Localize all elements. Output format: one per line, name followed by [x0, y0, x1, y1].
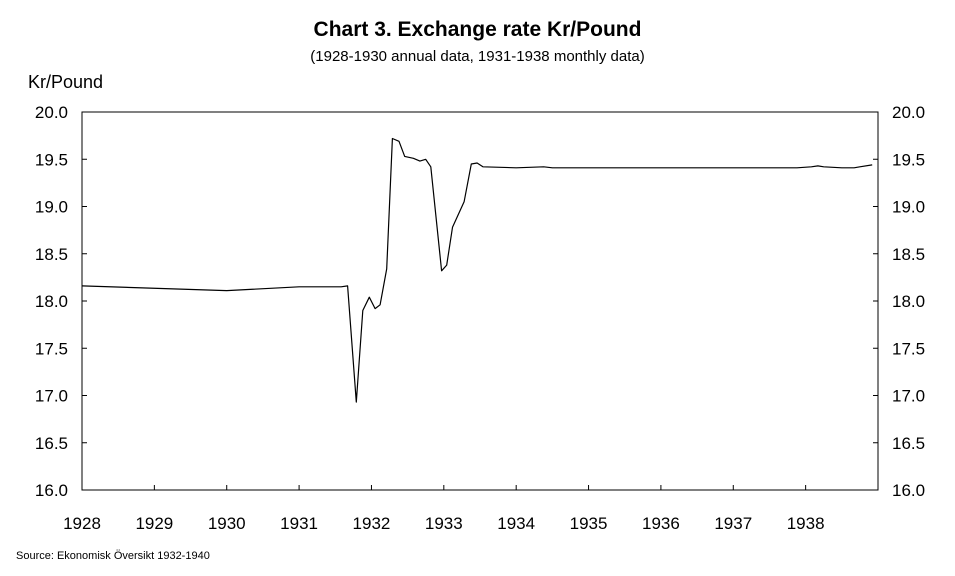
- chart-title: Chart 3. Exchange rate Kr/Pound: [313, 18, 642, 41]
- x-tick-label: 1938: [787, 514, 825, 533]
- y-tick-label-right: 20.0: [892, 103, 925, 122]
- x-axis: 1928 1929 1930 1931 1932 1933 1934 1935 1936 1937…: [63, 485, 825, 533]
- x-tick-label: 1928: [63, 514, 101, 533]
- y-axis-left: 16.0 16.5 17.0 17.5 18.0 18.5 19.0 19.5 20.0: [35, 103, 87, 500]
- y-tick-label-right: 17.0: [892, 387, 925, 406]
- y-tick-label-left: 16.0: [35, 481, 68, 500]
- x-tick-label: 1935: [570, 514, 608, 533]
- y-axis-label: Kr/Pound: [28, 72, 104, 92]
- plot-area-frame: [81, 111, 879, 491]
- y-tick-label-left: 17.5: [35, 339, 68, 358]
- x-tick-label: 1937: [714, 514, 752, 533]
- y-tick-label-left: 17.0: [35, 387, 68, 406]
- y-tick-label-left: 16.5: [35, 434, 68, 453]
- y-tick-label-right: 19.0: [892, 198, 925, 217]
- y-tick-label-left: 19.0: [35, 198, 68, 217]
- x-tick-label: 1931: [280, 514, 318, 533]
- y-tick-label-left: 19.5: [35, 150, 68, 169]
- y-tick-label-right: 18.0: [892, 292, 925, 311]
- y-tick-label-right: 19.5: [892, 150, 925, 169]
- series-group: [81, 137, 873, 403]
- y-tick-label-right: 17.5: [892, 339, 925, 358]
- y-axis-right: 16.0 16.5 17.0 17.5 18.0 18.5 19.0 19.5 20.0: [873, 103, 925, 500]
- y-tick-label-left: 18.5: [35, 245, 68, 264]
- x-tick-label: 1929: [135, 514, 173, 533]
- y-tick-label-right: 18.5: [892, 245, 925, 264]
- exchange-rate-line: [81, 137, 873, 403]
- y-tick-label-right: 16.0: [892, 481, 925, 500]
- y-tick-label-right: 16.5: [892, 434, 925, 453]
- source-note: Source: Ekonomisk Översikt 1932-1940: [16, 550, 210, 562]
- y-tick-label-left: 18.0: [35, 292, 68, 311]
- x-tick-label: 1932: [353, 514, 391, 533]
- x-tick-label: 1933: [425, 514, 463, 533]
- x-tick-label: 1930: [208, 514, 246, 533]
- chart-subtitle: (1928-1930 annual data, 1931-1938 monthl…: [310, 48, 645, 65]
- x-tick-label: 1934: [497, 514, 535, 533]
- y-tick-label-left: 20.0: [35, 103, 68, 122]
- x-tick-label: 1936: [642, 514, 680, 533]
